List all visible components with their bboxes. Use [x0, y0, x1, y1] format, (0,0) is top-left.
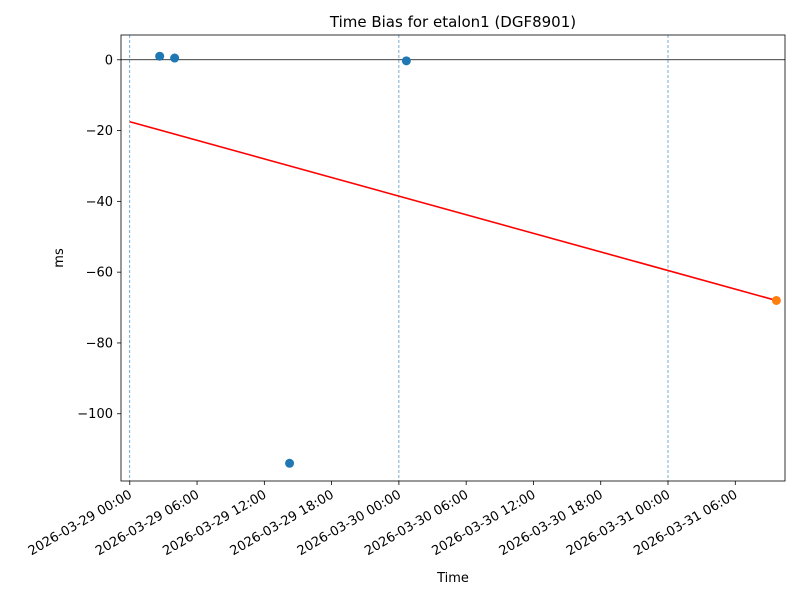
trend-line	[129, 120, 777, 302]
data-point-s0-0	[155, 51, 165, 61]
y-tick-label-5: −100	[77, 407, 113, 422]
y-axis-label: ms	[52, 248, 67, 268]
x-axis-label: Time	[436, 571, 469, 586]
data-point-s0-2	[285, 458, 295, 468]
y-tick-label-0: 0	[105, 53, 113, 68]
data-point-s0-3	[401, 56, 411, 66]
plot-data	[129, 51, 781, 468]
chart-title: Time Bias for etalon1 (DGF8901)	[329, 13, 576, 31]
y-tick-label-2: −40	[86, 195, 113, 210]
y-tick-label-4: −80	[86, 336, 113, 351]
y-tick-label-3: −60	[86, 266, 113, 281]
y-tick-label-1: −20	[86, 124, 113, 139]
data-point-s2-0	[771, 295, 781, 305]
reference-lines	[121, 35, 785, 481]
plot-frame	[120, 34, 786, 482]
data-point-s0-1	[170, 53, 180, 63]
